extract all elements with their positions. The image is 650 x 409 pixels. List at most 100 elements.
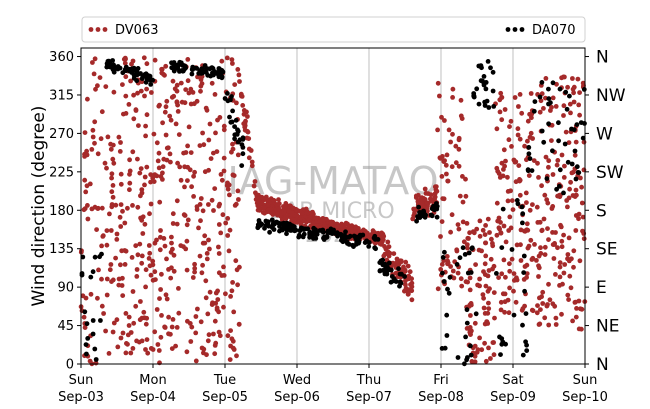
dv063-point: [579, 184, 584, 190]
dv063-point: [498, 299, 504, 305]
dv063-point: [123, 74, 129, 80]
da070-point: [483, 80, 489, 85]
dv063-point: [456, 146, 462, 152]
dv063-point: [200, 208, 206, 214]
da070-point: [334, 230, 340, 236]
dv063-point: [140, 231, 146, 236]
da070-point: [484, 98, 490, 104]
dv063-point: [501, 257, 507, 263]
dv063-point: [570, 86, 576, 92]
dv063-point: [539, 294, 544, 300]
dv063-point: [491, 290, 497, 295]
dv063-point: [456, 163, 462, 169]
da070-point: [494, 271, 499, 276]
da070-point: [138, 71, 143, 76]
dv063-point: [119, 283, 125, 288]
dv063-point: [491, 352, 497, 358]
da070-point: [90, 318, 96, 323]
dv063-point: [512, 95, 518, 100]
dv063-point: [144, 315, 150, 321]
dv063-point: [141, 55, 147, 61]
dv063-point: [534, 258, 539, 263]
da070-point: [391, 278, 396, 284]
da070-point: [561, 190, 566, 196]
dv063-point: [530, 136, 535, 141]
x-tick-date: Sep-05: [202, 390, 248, 405]
dv063-point: [461, 239, 467, 245]
dv063-point: [515, 132, 521, 138]
legend-marker: [95, 27, 101, 32]
dv063-point: [571, 99, 577, 105]
dv063-point: [553, 322, 559, 327]
dv063-point: [283, 201, 289, 206]
dv063-point: [581, 139, 587, 145]
da070-point: [500, 206, 506, 212]
dv063-point: [207, 246, 212, 252]
dv063-point: [225, 233, 231, 238]
dv063-point: [98, 136, 104, 142]
dv063-point: [118, 202, 124, 208]
dv063-point: [567, 101, 573, 107]
dv063-point: [196, 225, 201, 231]
dv063-point: [490, 241, 495, 246]
da070-point: [297, 232, 302, 238]
dv063-point: [89, 147, 95, 152]
da070-point: [541, 139, 547, 145]
dv063-point: [152, 240, 158, 246]
dv063-point: [201, 346, 207, 352]
dv063-point: [216, 203, 222, 209]
dv063-point: [104, 165, 109, 171]
dv063-point: [133, 107, 139, 113]
dv063-point: [182, 213, 188, 218]
dv063-point: [123, 111, 129, 116]
y-tick-label: 90: [57, 281, 74, 296]
dv063-point: [561, 103, 567, 109]
compass-label: SW: [596, 163, 624, 183]
dv063-point: [209, 197, 215, 203]
dv063-point: [229, 57, 235, 62]
x-tick-day: Sun: [573, 373, 598, 388]
dv063-point: [445, 260, 451, 266]
dv063-point: [508, 225, 514, 231]
dv063-point: [146, 243, 152, 248]
dv063-point: [82, 130, 88, 136]
dv063-point: [122, 262, 128, 267]
dv063-point: [143, 123, 149, 129]
dv063-point: [212, 186, 218, 192]
dv063-point: [139, 187, 145, 193]
dv063-point: [475, 282, 480, 288]
da070-point: [228, 97, 233, 103]
dv063-point: [458, 97, 464, 103]
dv063-point: [552, 303, 558, 309]
dv063-point: [455, 270, 461, 276]
dv063-point: [535, 303, 540, 308]
dv063-point: [151, 179, 157, 185]
dv063-point: [109, 171, 115, 177]
legend-frame: [81, 16, 586, 43]
plot-frame: [80, 47, 586, 365]
dv063-point: [557, 264, 563, 270]
dv063-point: [148, 272, 154, 278]
dv063-point: [265, 202, 271, 208]
da070-point: [278, 221, 284, 227]
x-tick-day: Thu: [356, 373, 381, 388]
dv063-point: [525, 118, 531, 124]
da070-point: [421, 208, 426, 214]
dv063-point: [189, 324, 195, 330]
dv063-point: [483, 253, 489, 259]
da070-point: [147, 76, 153, 81]
dv063-point: [130, 346, 136, 351]
dv063-point: [130, 149, 136, 155]
dv063-point: [554, 162, 560, 168]
dv063-point: [198, 196, 204, 201]
compass-label: E: [596, 278, 607, 298]
dv063-point: [123, 93, 129, 99]
da070-point: [310, 232, 316, 238]
da070-point: [491, 104, 497, 109]
da070-point: [497, 334, 502, 340]
dv063-point: [437, 93, 442, 99]
dv063-point: [169, 240, 174, 246]
dv063-point: [110, 194, 116, 200]
dv063-point: [475, 347, 481, 353]
da070-point: [478, 63, 484, 68]
